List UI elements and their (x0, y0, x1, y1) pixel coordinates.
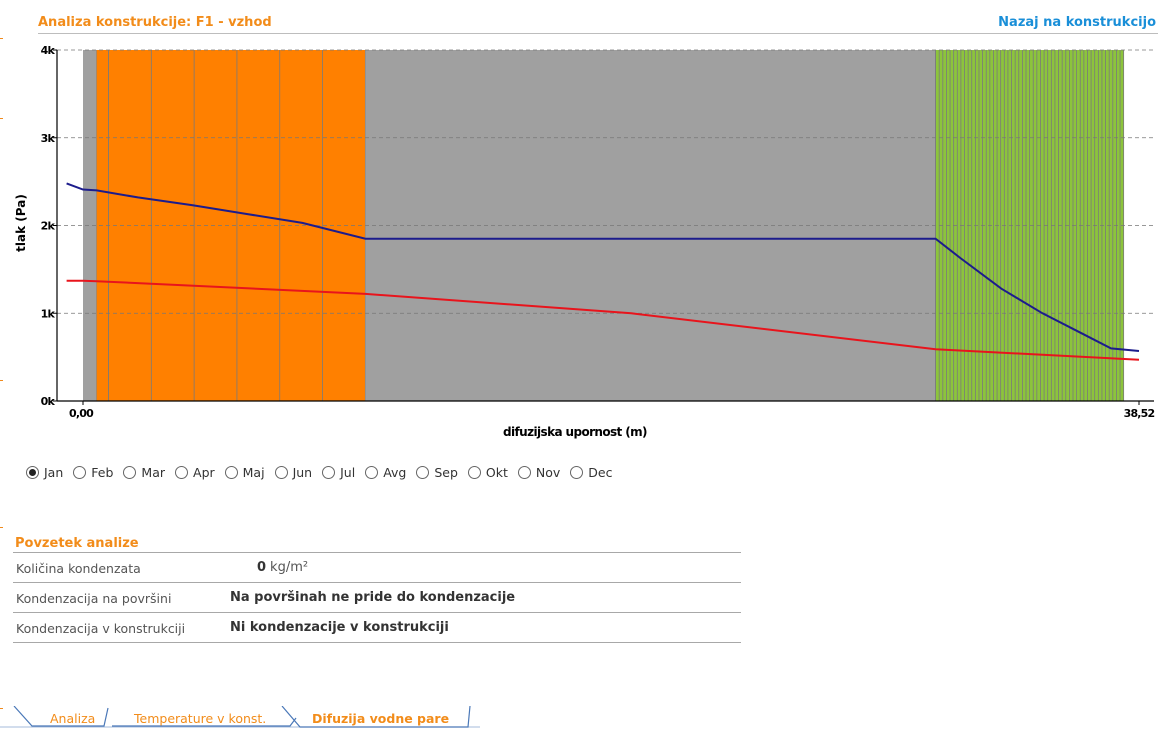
divider (13, 552, 741, 553)
radio-button[interactable] (322, 466, 336, 479)
divider (13, 612, 741, 613)
summary-label: Količina kondenzata (16, 561, 141, 576)
y-tick-label: 2k (41, 220, 56, 233)
radio-button[interactable] (224, 466, 238, 479)
month-label: Jul (340, 465, 356, 480)
radio-button[interactable] (517, 466, 531, 479)
summary-title: Povzetek analize (15, 536, 139, 551)
radio-button[interactable] (274, 466, 288, 479)
series-line-0 (66, 182, 1140, 352)
summary-label: Kondenzacija na površini (16, 591, 172, 606)
layer-bands (83, 50, 1125, 401)
back-to-construction-link[interactable]: Nazaj na konstrukcijo (998, 15, 1156, 30)
y-tick-label: 3k (41, 132, 56, 145)
radio-button[interactable] (26, 466, 39, 479)
month-radio-mar[interactable]: Mar (123, 465, 165, 480)
month-radio-sep[interactable]: Sep (416, 465, 458, 480)
x-tick-label: 38,52 (1124, 407, 1155, 420)
month-radio-dec[interactable]: Dec (570, 465, 613, 480)
month-radio-feb[interactable]: Feb (73, 465, 113, 480)
month-label: Jun (292, 465, 313, 480)
y-axis-label: tlak (Pa) (14, 194, 28, 252)
summary-value: Ni kondenzacije v konstrukciji (230, 620, 449, 635)
summary-value: Na površinah ne pride do kondenzacije (230, 590, 516, 605)
tab-analiza[interactable]: Analiza (50, 711, 96, 726)
month-radio-okt[interactable]: Okt (467, 465, 508, 480)
condensate-unit: kg/m² (270, 560, 309, 575)
vapor-diffusion-chart: 0k 1k 2k 3k 4k 0,00 38,52 difuzijska upornost … (14, 44, 1156, 439)
month-radio-jan[interactable]: Jan (26, 465, 63, 480)
tab-temperature[interactable]: Temperature v konst. (134, 711, 267, 726)
month-label: Apr (193, 465, 215, 480)
month-radio-nov[interactable]: Nov (517, 465, 561, 480)
divider (13, 642, 741, 643)
month-label: Sep (434, 465, 458, 480)
summary-value: 0 kg/m² (257, 560, 308, 575)
summary-label: Kondenzacija v konstrukciji (16, 621, 186, 636)
header-divider (38, 33, 1158, 34)
x-tick-label: 0,00 (69, 407, 94, 420)
month-label: Dec (588, 465, 613, 480)
radio-button[interactable] (467, 466, 481, 479)
radio-button[interactable] (570, 466, 584, 479)
radio-button[interactable] (416, 466, 430, 479)
y-tick-label: 1k (41, 307, 56, 320)
month-label: Jan (44, 465, 64, 480)
y-tick-label: 0k (41, 395, 56, 408)
month-selector: Jan Feb Mar Apr Maj Jun Jul Avg Sep Okt Nov Dec (26, 465, 623, 480)
y-tick-label: 4k (41, 44, 56, 57)
month-label: Mar (141, 465, 166, 480)
summary-row-condensate-amount: Količina kondenzata 0 kg/m² (13, 553, 741, 582)
tab-vapor-diffusion[interactable]: Difuzija vodne pare (312, 711, 450, 726)
series-line-1 (66, 279, 1140, 361)
layer-band-3 (365, 50, 936, 401)
bottom-tab-bar: Analiza Temperature v konst. Difuzija vo… (0, 706, 480, 729)
month-label: Feb (91, 465, 114, 480)
tick-labels: 0k 1k 2k 3k 4k 0,00 38,52 (41, 44, 1156, 420)
divider (13, 582, 741, 583)
month-radio-jul[interactable]: Jul (322, 465, 355, 480)
month-radio-maj[interactable]: Maj (224, 465, 265, 480)
month-label: Nov (535, 465, 561, 480)
condensate-value: 0 (257, 560, 267, 575)
month-label: Maj (242, 465, 265, 480)
month-label: Avg (383, 465, 407, 480)
analysis-summary: Povzetek analize Količina kondenzata 0 kg… (13, 536, 741, 643)
summary-row-surface-condensation: Kondenzacija na površini Na površinah ne… (13, 583, 741, 612)
x-axis-label: difuzijska upornost (m) (503, 425, 647, 439)
summary-row-construction-condensation: Kondenzacija v konstrukciji Ni kondenzac… (13, 613, 741, 642)
radio-button[interactable] (365, 466, 379, 479)
radio-button[interactable] (73, 466, 87, 479)
radio-button[interactable] (175, 466, 189, 479)
tab-shapes (0, 706, 480, 728)
month-radio-jun[interactable]: Jun (274, 465, 313, 480)
page-title: Analiza konstrukcije: F1 - vzhod (38, 15, 272, 30)
grid-lines (57, 49, 1154, 314)
radio-button[interactable] (123, 466, 137, 479)
series-lines (66, 182, 1140, 361)
month-radio-avg[interactable]: Avg (365, 465, 406, 480)
month-radio-apr[interactable]: Apr (175, 465, 215, 480)
month-label: Okt (485, 465, 508, 480)
